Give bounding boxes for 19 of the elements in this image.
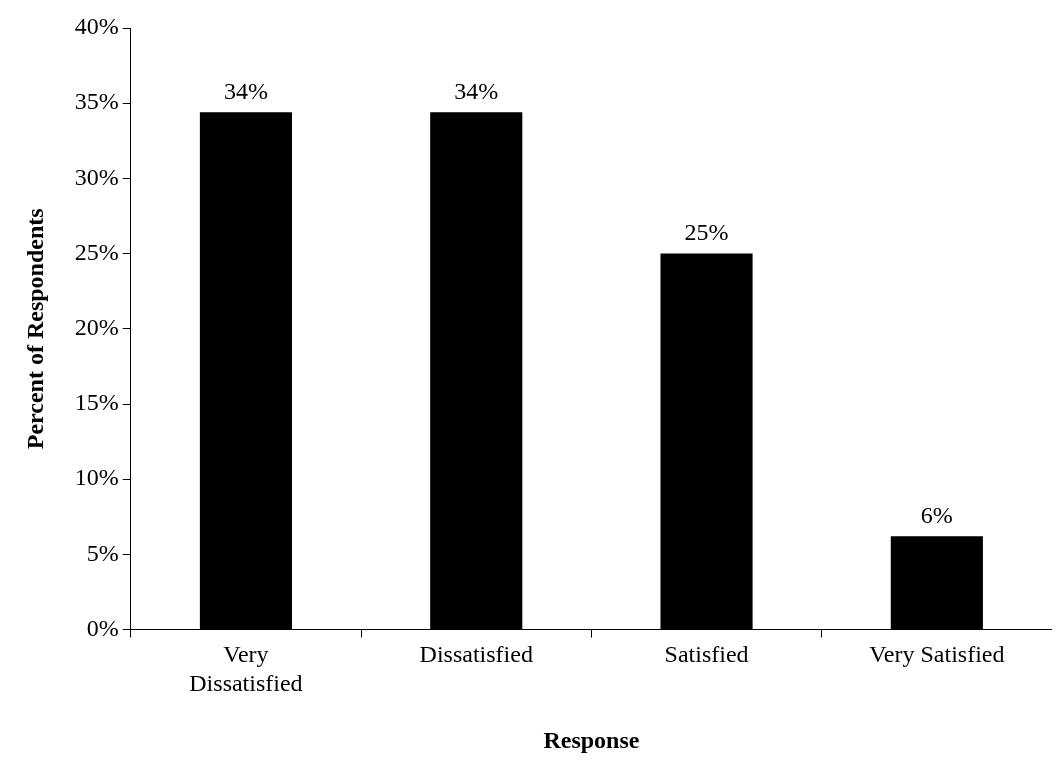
y-tick-label: 15%: [74, 389, 119, 416]
y-tick-label: 40%: [74, 13, 119, 40]
data-label: 25%: [684, 218, 729, 245]
y-tick-label: 0%: [86, 614, 119, 641]
x-tick-label: Satisfied: [664, 641, 749, 668]
x-tick-label: Very Satisfied: [869, 641, 1005, 668]
y-axis-title: Percent of Respondents: [21, 208, 48, 450]
x-tick-label: Dissatisfied: [419, 641, 533, 668]
y-tick-label: 5%: [86, 539, 119, 566]
y-tick-label: 20%: [74, 314, 119, 341]
data-label: 34%: [223, 77, 268, 104]
x-tick-label: Very Dissatisfied: [189, 641, 303, 697]
data-label: 6%: [920, 501, 953, 528]
y-tick-label: 25%: [74, 238, 119, 265]
y-tick-label: 30%: [74, 163, 119, 190]
x-axis-title: Response: [543, 726, 640, 753]
y-tick-label: 35%: [74, 88, 119, 115]
y-tick-label: 10%: [74, 464, 119, 491]
data-label: 34%: [454, 77, 499, 104]
